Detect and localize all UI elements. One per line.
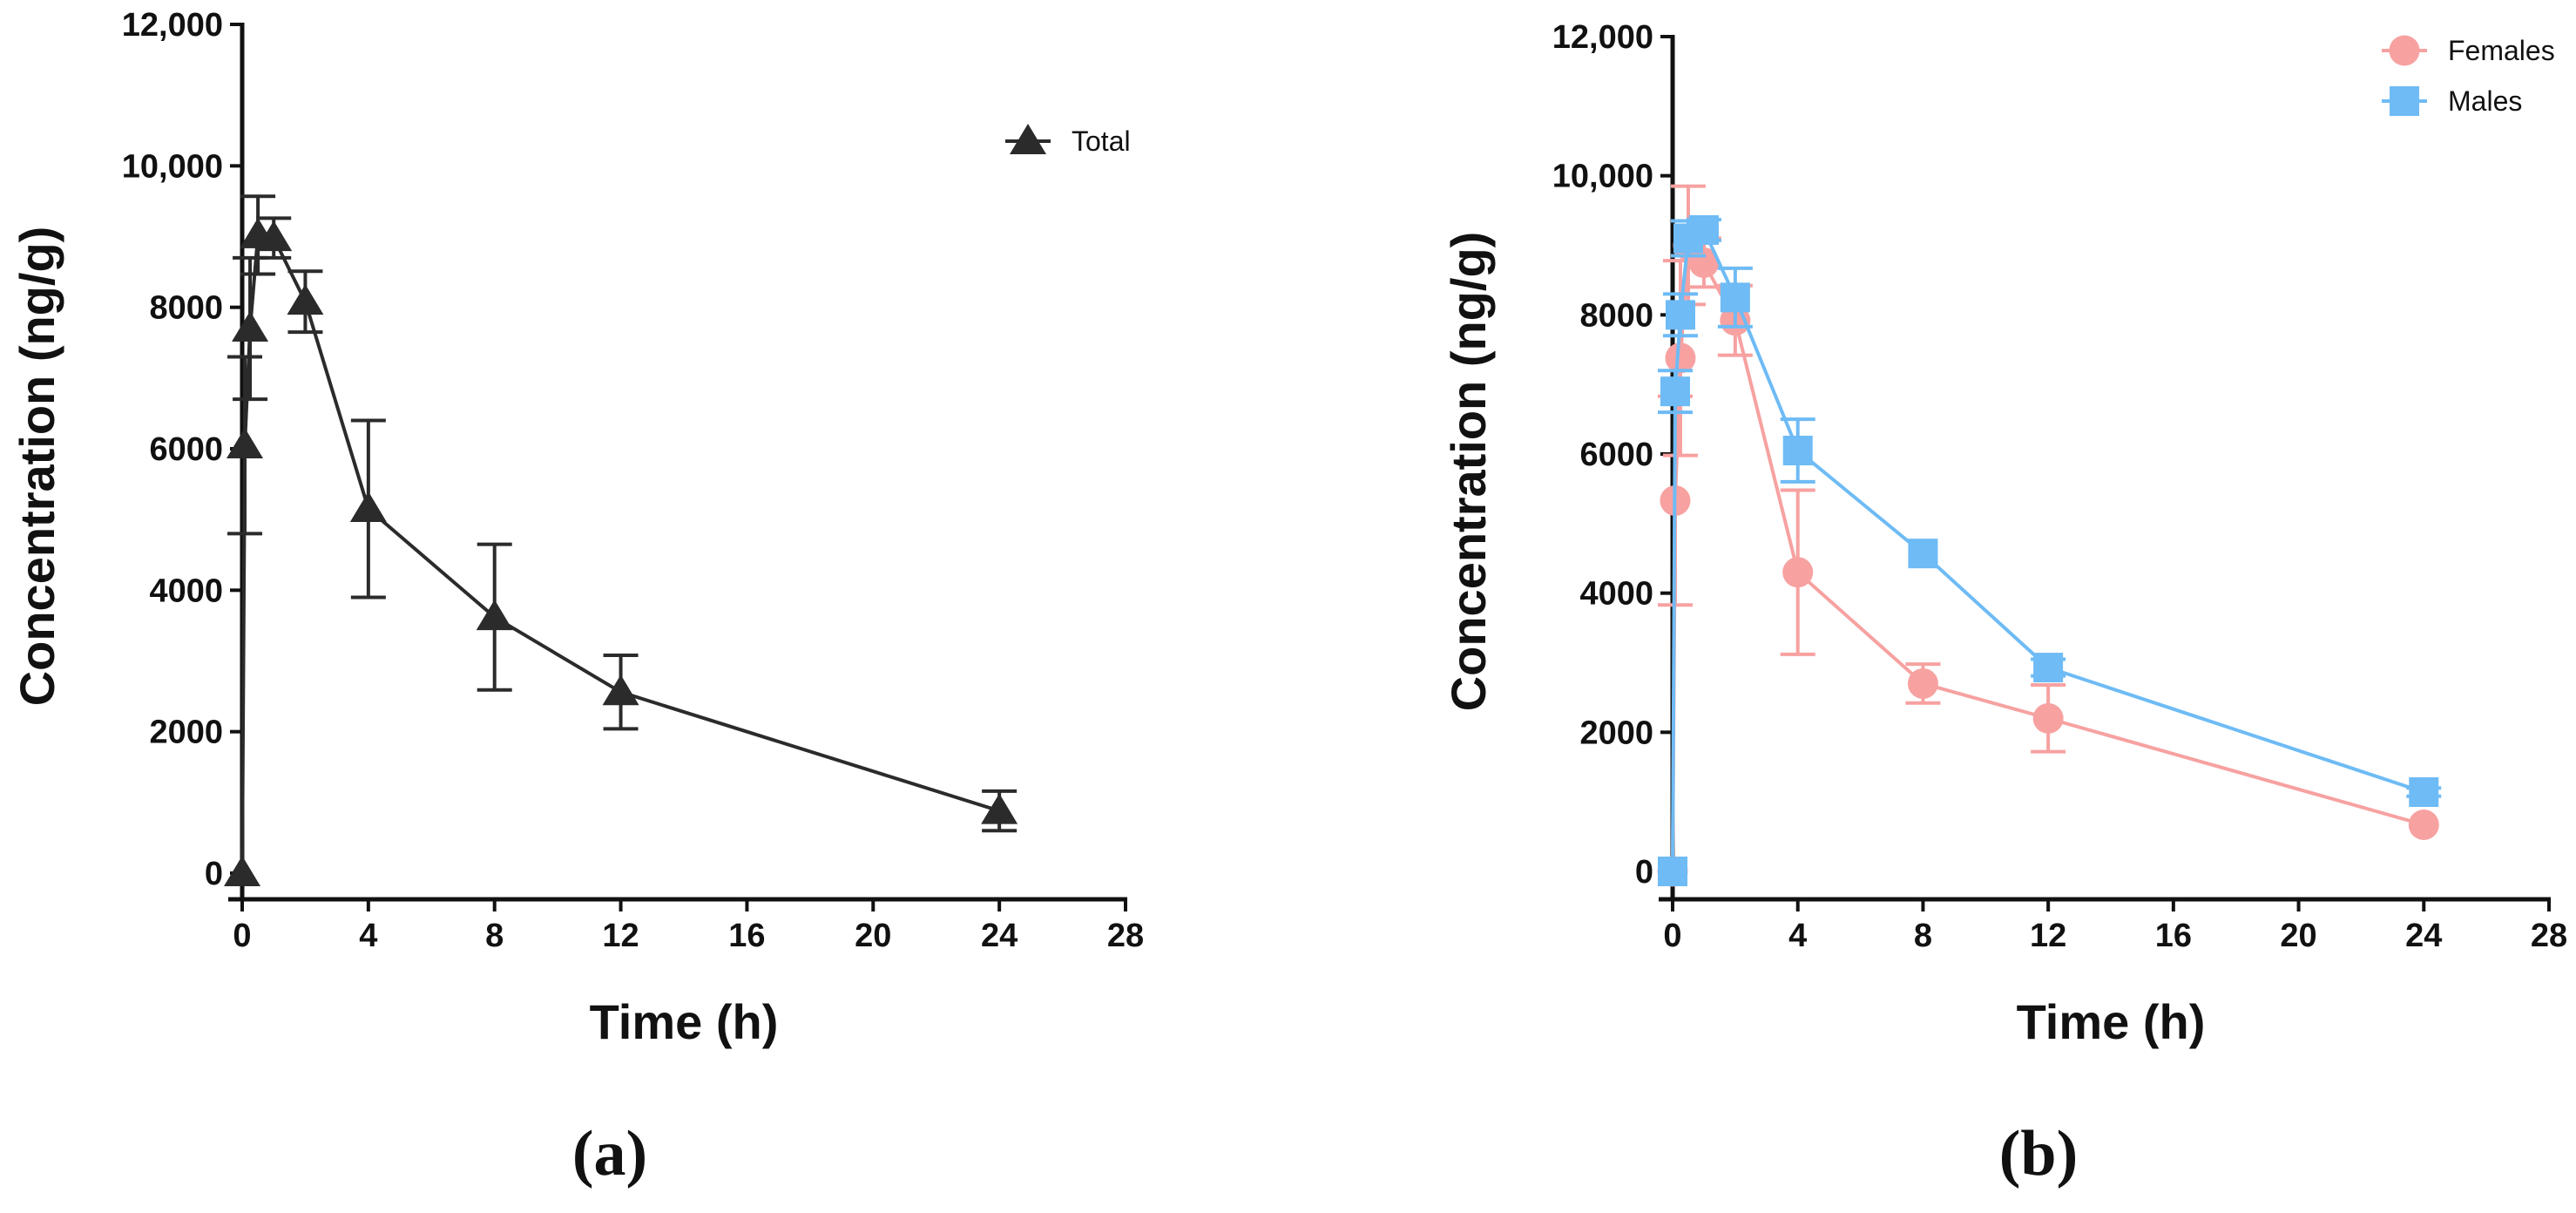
x-tick-label: 4 [1788, 918, 1807, 954]
y-tick-label: 10,000 [1552, 159, 1653, 195]
panel-a-label: (a) [572, 1118, 647, 1189]
legend-females-marker [2389, 35, 2420, 66]
y-axis-title: Concentration (ng/g) [1441, 232, 1496, 712]
y-tick-label: 4000 [149, 573, 223, 609]
males-data-point [1665, 300, 1695, 330]
y-tick-label: 0 [205, 856, 223, 892]
females-series-line [1671, 241, 2424, 872]
y-tick-label: 8000 [1579, 297, 1653, 334]
total-data-point [287, 284, 324, 315]
x-tick-label: 0 [233, 918, 251, 954]
y-tick-label: 10,000 [122, 148, 223, 185]
x-tick-label: 4 [359, 918, 377, 954]
y-tick-label: 12,000 [122, 7, 223, 44]
x-tick-label: 28 [1107, 918, 1144, 954]
total-series-line [240, 233, 1000, 874]
y-tick-label: 12,000 [1552, 19, 1653, 56]
x-axis-title: Time (h) [590, 994, 779, 1049]
x-tick-label: 8 [1914, 918, 1932, 954]
males-data-point [2409, 776, 2439, 807]
y-tick-label: 0 [1635, 854, 1653, 891]
total-data-point [232, 311, 269, 342]
panel-a-chart: 0 2000 4000 6000 8000 10,000 12,000 0 4 8 12 16 20 24… [10, 7, 1144, 1049]
x-tick-label: 12 [602, 918, 639, 954]
y-tick-label: 2000 [149, 715, 223, 751]
x-tick-label: 16 [728, 918, 765, 954]
males-data-point [2033, 653, 2064, 683]
x-tick-label: 24 [2405, 918, 2442, 954]
total-data-point [226, 427, 264, 458]
males-data-point [1658, 857, 1687, 886]
females-data-point [1907, 667, 1938, 699]
males-data-point [1782, 436, 1813, 466]
x-tick-label: 16 [2155, 918, 2192, 954]
x-tick-label: 12 [2030, 918, 2066, 954]
total-data-point [224, 856, 260, 886]
legend-males-marker [2390, 86, 2419, 116]
panel-b-label: (b) [1999, 1118, 2078, 1189]
males-series-line [1671, 227, 2424, 872]
y-tick-label: 2000 [1579, 715, 1653, 751]
y-axis-title: Concentration (ng/g) [10, 227, 64, 707]
x-tick-label: 20 [2280, 918, 2316, 954]
x-axis-title: Time (h) [2017, 994, 2206, 1049]
legend-total-label: Total [1072, 125, 1131, 157]
x-tick-label: 8 [485, 918, 504, 954]
females-data-point [2032, 702, 2064, 734]
males-data-point [1908, 539, 1938, 569]
x-tick-label: 24 [981, 918, 1018, 954]
panel-b-chart: 0 2000 4000 6000 8000 10,000 12,000 0 4 8 12 16 20 24… [1441, 19, 2567, 1049]
y-tick-label: 4000 [1579, 576, 1653, 613]
females-data-point [1782, 557, 1814, 588]
y-tick-label: 6000 [149, 431, 223, 468]
males-data-point [1660, 376, 1690, 407]
x-tick-label: 28 [2531, 918, 2567, 954]
males-data-point [1688, 214, 1719, 245]
x-tick-label: 0 [1663, 918, 1681, 954]
total-data-point [602, 674, 639, 706]
total-data-point [476, 600, 513, 631]
legend-total-marker [1010, 124, 1046, 154]
x-tick-label: 20 [855, 918, 891, 954]
legend-females-label: Females [2448, 35, 2555, 66]
total-data-point [255, 220, 293, 252]
males-data-point [1720, 282, 1750, 313]
y-tick-label: 8000 [149, 290, 223, 327]
legend-males-label: Males [2448, 85, 2522, 117]
females-data-point [1665, 342, 1696, 374]
total-data-point [981, 793, 1018, 824]
y-tick-label: 6000 [1579, 437, 1653, 473]
total-data-point [349, 491, 387, 522]
females-data-point [2408, 810, 2439, 841]
